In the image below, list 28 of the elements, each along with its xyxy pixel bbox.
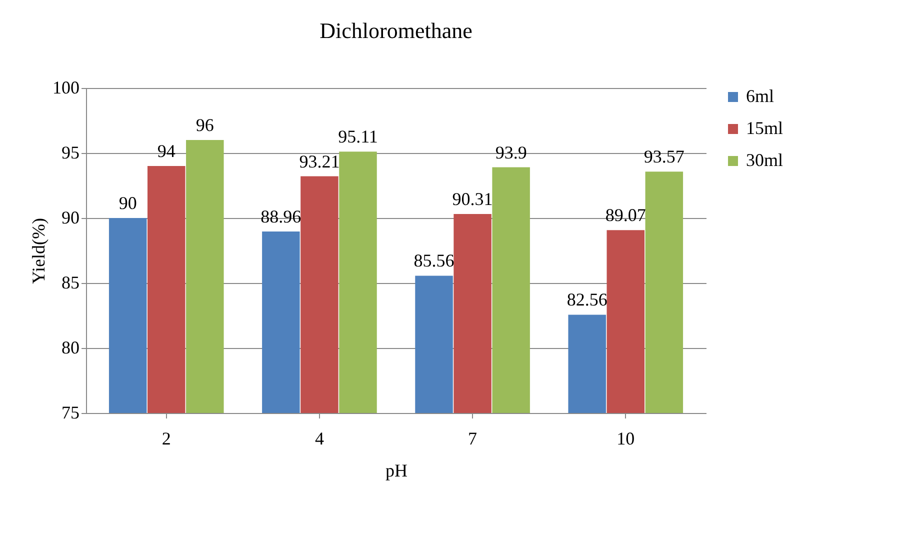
data-label: 94: [157, 141, 176, 161]
data-label: 88.96: [260, 206, 302, 227]
legend-label: 15ml: [746, 118, 784, 138]
data-label: 96: [196, 115, 214, 135]
data-label: 85.56: [414, 250, 454, 271]
data-label: 95.11: [338, 126, 378, 147]
chart-title: Dichloromethane: [320, 18, 472, 43]
x-tick-label: 4: [314, 428, 324, 448]
y-tick-label: 75: [62, 402, 80, 422]
y-tick-label: 100: [52, 78, 80, 98]
y-tick-label: 95: [62, 142, 80, 162]
data-label: 90.31: [452, 188, 493, 209]
legend-label: 30ml: [746, 150, 784, 170]
y-tick-label: 85: [62, 272, 80, 292]
y-axis-title: Yield(%): [28, 218, 48, 284]
data-label: 93.57: [644, 146, 684, 167]
data-label: 90: [118, 193, 137, 213]
data-label: 89.07: [605, 205, 646, 226]
x-tick-label: 10: [616, 428, 635, 448]
data-label: 93.9: [495, 142, 527, 162]
y-tick-label: 80: [62, 338, 80, 358]
y-tick-label: 90: [62, 208, 80, 228]
legend-label: 6ml: [746, 86, 774, 106]
data-label: 93.21: [299, 151, 340, 172]
x-axis-title: pH: [386, 460, 408, 480]
x-tick-label: 7: [468, 428, 478, 448]
x-tick-label: 2: [162, 428, 171, 448]
data-label: 82.56: [566, 290, 608, 310]
